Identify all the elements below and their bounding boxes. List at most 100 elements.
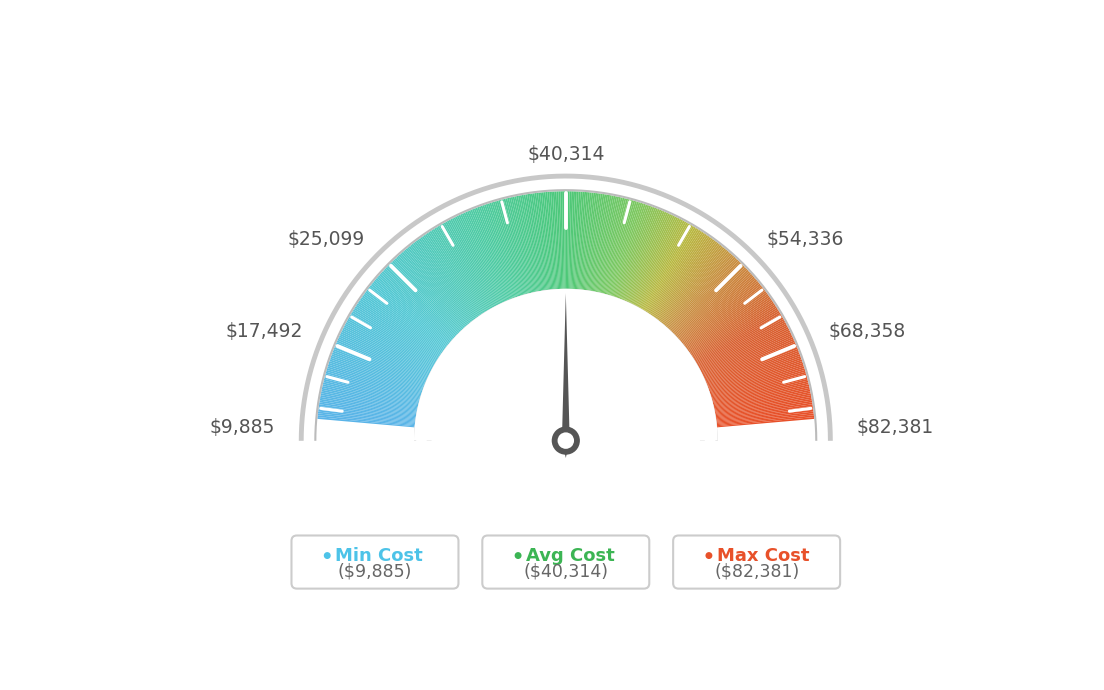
Wedge shape	[328, 363, 422, 395]
Wedge shape	[318, 415, 415, 426]
Wedge shape	[464, 213, 505, 302]
Wedge shape	[704, 340, 795, 381]
Wedge shape	[368, 288, 446, 348]
Wedge shape	[622, 209, 659, 300]
Wedge shape	[320, 393, 417, 413]
Wedge shape	[601, 198, 625, 293]
Wedge shape	[677, 270, 749, 337]
Wedge shape	[344, 324, 432, 371]
Wedge shape	[400, 253, 466, 327]
Wedge shape	[594, 195, 614, 292]
Wedge shape	[661, 247, 724, 324]
Wedge shape	[498, 200, 526, 295]
Wedge shape	[587, 194, 603, 290]
Wedge shape	[635, 219, 681, 306]
Wedge shape	[669, 258, 737, 331]
Wedge shape	[323, 381, 418, 405]
Wedge shape	[341, 331, 429, 375]
Wedge shape	[712, 373, 806, 401]
Wedge shape	[538, 193, 550, 290]
Wedge shape	[454, 217, 498, 305]
Wedge shape	[716, 406, 813, 421]
Wedge shape	[458, 215, 501, 304]
Wedge shape	[457, 215, 500, 304]
Wedge shape	[636, 219, 683, 306]
Wedge shape	[470, 210, 509, 300]
Wedge shape	[698, 317, 784, 366]
Wedge shape	[394, 258, 463, 331]
Wedge shape	[615, 204, 648, 297]
Wedge shape	[711, 366, 805, 397]
Wedge shape	[340, 334, 428, 377]
Wedge shape	[365, 291, 445, 351]
Wedge shape	[461, 213, 503, 303]
Wedge shape	[698, 319, 784, 368]
Wedge shape	[333, 349, 425, 386]
Wedge shape	[386, 266, 457, 335]
Wedge shape	[707, 349, 798, 386]
Wedge shape	[412, 244, 473, 322]
Wedge shape	[595, 196, 615, 292]
Wedge shape	[624, 210, 664, 301]
Wedge shape	[712, 375, 807, 402]
Wedge shape	[532, 193, 546, 290]
Wedge shape	[686, 286, 763, 348]
Wedge shape	[631, 215, 675, 304]
Wedge shape	[321, 388, 417, 410]
Wedge shape	[638, 221, 687, 308]
Wedge shape	[650, 233, 705, 315]
Wedge shape	[351, 313, 436, 364]
Wedge shape	[363, 294, 443, 353]
Wedge shape	[393, 259, 461, 331]
Wedge shape	[491, 202, 521, 296]
Wedge shape	[656, 240, 715, 319]
Wedge shape	[426, 233, 481, 315]
Wedge shape	[714, 390, 810, 411]
Wedge shape	[402, 252, 467, 326]
Wedge shape	[325, 375, 420, 402]
Wedge shape	[613, 204, 644, 297]
Wedge shape	[564, 191, 565, 289]
Wedge shape	[521, 195, 540, 291]
Wedge shape	[322, 382, 418, 406]
Wedge shape	[433, 229, 486, 313]
Wedge shape	[598, 197, 620, 293]
Wedge shape	[320, 397, 416, 415]
Wedge shape	[671, 261, 740, 332]
Wedge shape	[373, 281, 449, 344]
Wedge shape	[569, 191, 572, 289]
Text: $9,885: $9,885	[210, 418, 275, 437]
Wedge shape	[361, 297, 442, 354]
Text: $54,336: $54,336	[766, 230, 845, 249]
Wedge shape	[509, 197, 532, 293]
Wedge shape	[616, 205, 649, 297]
Wedge shape	[708, 354, 800, 389]
Wedge shape	[551, 192, 558, 289]
Wedge shape	[405, 248, 469, 324]
Wedge shape	[629, 214, 671, 303]
Wedge shape	[584, 193, 597, 290]
Wedge shape	[679, 274, 753, 340]
Wedge shape	[326, 372, 420, 400]
Wedge shape	[605, 199, 631, 294]
Wedge shape	[704, 339, 794, 380]
Wedge shape	[353, 308, 437, 361]
Wedge shape	[716, 413, 814, 425]
Wedge shape	[644, 227, 696, 311]
Wedge shape	[323, 379, 418, 404]
Wedge shape	[511, 197, 533, 293]
Wedge shape	[630, 215, 673, 304]
Wedge shape	[599, 197, 623, 293]
Wedge shape	[715, 397, 811, 415]
Wedge shape	[591, 195, 608, 291]
Wedge shape	[321, 391, 417, 412]
Wedge shape	[675, 266, 745, 335]
Wedge shape	[711, 368, 805, 397]
Wedge shape	[709, 357, 802, 391]
Wedge shape	[468, 210, 508, 301]
Wedge shape	[714, 391, 810, 412]
Wedge shape	[662, 248, 726, 324]
Wedge shape	[556, 191, 561, 289]
Wedge shape	[318, 410, 415, 423]
Wedge shape	[467, 211, 507, 302]
